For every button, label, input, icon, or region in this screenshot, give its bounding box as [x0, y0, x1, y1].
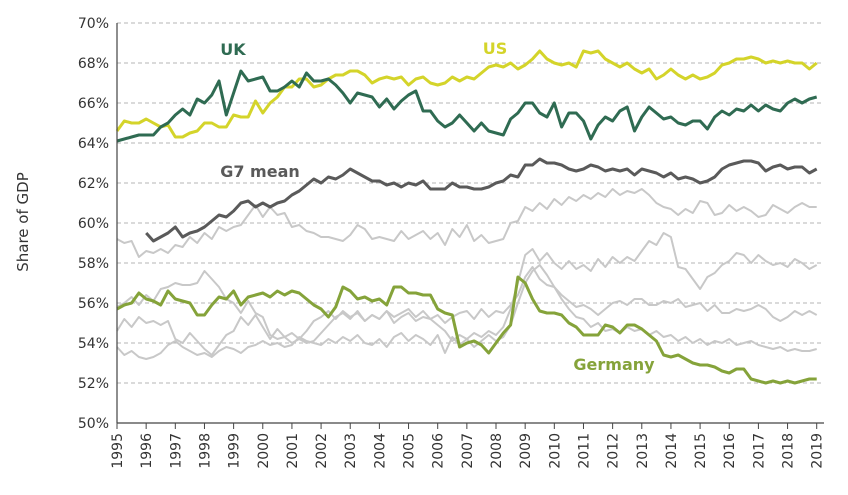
- axes: [116, 23, 824, 424]
- x-tick-label: 1996: [139, 433, 155, 469]
- x-tick-label: 1997: [168, 433, 184, 469]
- series-line-other-g7-country-c: [116, 266, 818, 344]
- x-tick-label: 2006: [431, 433, 447, 469]
- x-tick-label: 2008: [489, 433, 505, 469]
- y-tick-label: 54%: [78, 336, 109, 352]
- series-line-uk: [116, 69, 818, 143]
- x-tick-label: 2003: [343, 433, 359, 469]
- x-tick-label: 2017: [751, 433, 767, 469]
- x-tick-label: 2009: [518, 433, 534, 469]
- series-label-uk: UK: [220, 40, 246, 59]
- series-line-us: [115, 49, 818, 139]
- series-label-germany: Germany: [573, 355, 655, 374]
- x-tick-label: 2002: [314, 433, 330, 469]
- y-axis-ticks: 50% 52% 54% 56% 58% 60% 62% 64% 66% 68% 70%: [78, 16, 109, 432]
- y-tick-label: 50%: [78, 416, 109, 432]
- x-tick-label: 2014: [664, 433, 680, 469]
- series-line-other-g7-country-b: [116, 232, 818, 356]
- y-tick-label: 56%: [78, 296, 109, 312]
- series-labels: G7 mean Germany US UK: [220, 39, 655, 374]
- y-tick-label: 66%: [78, 96, 109, 112]
- x-tick-label: 2010: [547, 433, 563, 469]
- x-tick-label: 2005: [402, 433, 418, 469]
- x-tick-label: 1995: [110, 433, 126, 469]
- y-tick-label: 60%: [78, 216, 109, 232]
- y-tick-label: 68%: [78, 56, 109, 72]
- x-tick-label: 2013: [635, 433, 651, 469]
- series-layer: [115, 49, 818, 385]
- series-label-g7-mean: G7 mean: [220, 162, 300, 181]
- x-tick-label: 2012: [606, 433, 622, 469]
- x-tick-label: 2007: [460, 433, 476, 469]
- x-tick-label: 2018: [781, 433, 797, 469]
- x-tick-label: 2016: [722, 433, 738, 469]
- x-tick-label: 2019: [810, 433, 826, 469]
- x-axis-ticks: 1995 1996 1997 1998 1999 2000 2001 2002 2003 2004…: [110, 423, 826, 469]
- x-tick-label: 1998: [197, 433, 213, 469]
- x-tick-label: 2011: [576, 433, 592, 469]
- series-label-us: US: [483, 39, 508, 58]
- x-tick-label: 1999: [227, 433, 243, 469]
- y-tick-label: 52%: [78, 376, 109, 392]
- series-line-other-g7-country-a: [116, 188, 817, 258]
- x-tick-label: 2004: [372, 433, 388, 469]
- series-line-germany: [116, 275, 817, 385]
- y-tick-label: 58%: [78, 256, 109, 272]
- y-axis-title: Share of GDP: [14, 172, 32, 272]
- x-tick-label: 2000: [256, 433, 272, 469]
- y-tick-label: 64%: [78, 136, 109, 152]
- y-tick-label: 62%: [78, 176, 109, 192]
- x-tick-label: 2001: [285, 433, 301, 469]
- series-line-g7-mean: [145, 157, 818, 243]
- series-line-other-g7-country-d: [116, 264, 817, 360]
- y-tick-label: 70%: [78, 16, 109, 32]
- x-tick-label: 2015: [693, 433, 709, 469]
